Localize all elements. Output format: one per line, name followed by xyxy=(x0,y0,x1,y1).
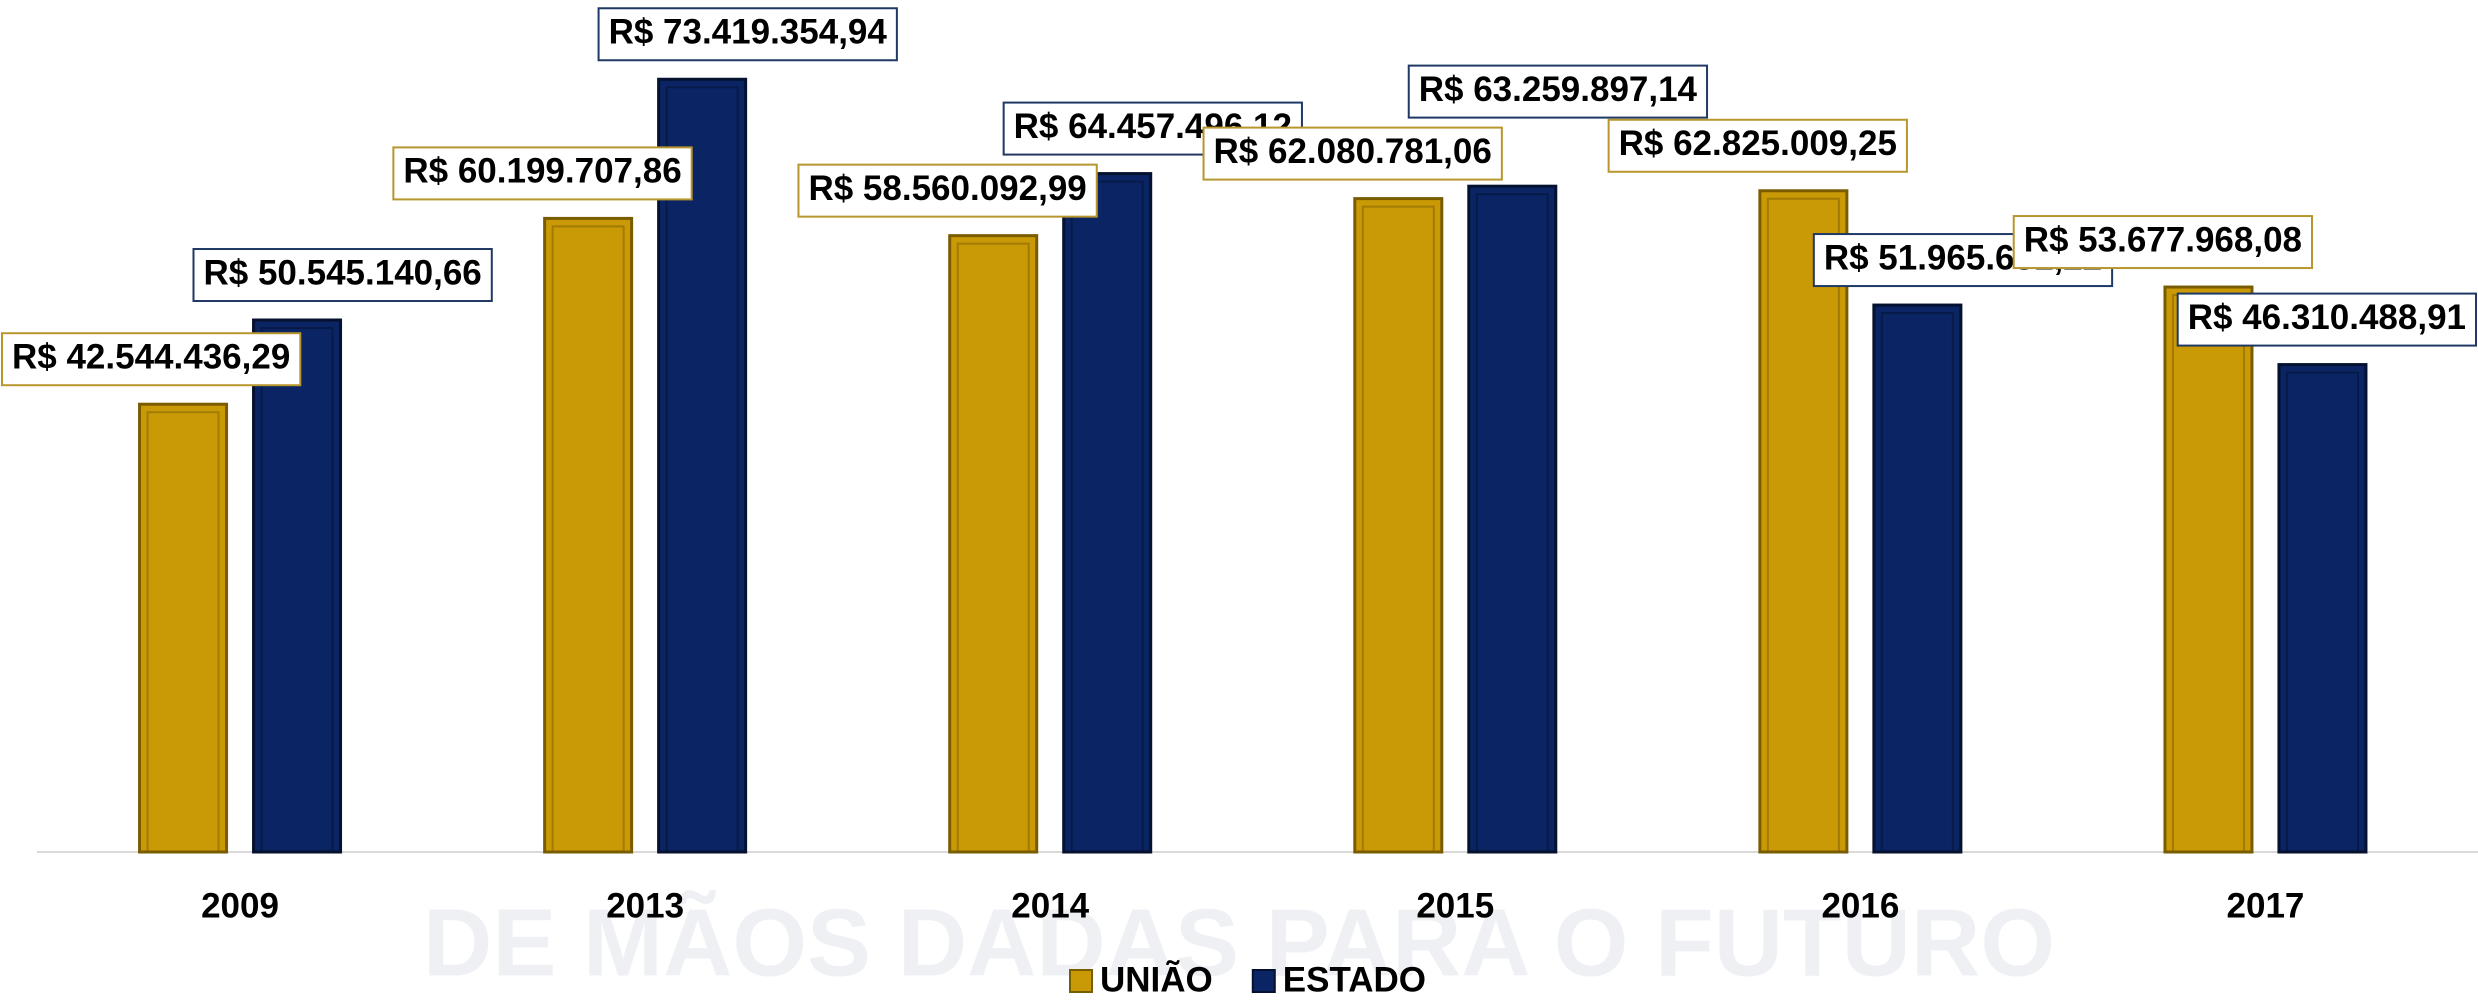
data-label-text: R$ 60.199.707,86 xyxy=(403,152,681,191)
bar-bevel xyxy=(1361,205,1435,853)
data-label-text: R$ 50.545.140,66 xyxy=(203,253,481,292)
bar-bevel xyxy=(551,225,625,853)
bar xyxy=(1353,197,1444,854)
data-label: R$ 42.544.436,29 xyxy=(1,332,302,387)
bar xyxy=(2277,363,2368,854)
bar-bevel xyxy=(1475,193,1549,853)
data-label: R$ 64.457.496,12 xyxy=(1002,101,1303,156)
data-label-box xyxy=(2176,292,2477,347)
x-tick-label: 2016 xyxy=(1821,886,1899,925)
x-tick-label: 2009 xyxy=(201,886,279,925)
data-label-box xyxy=(1407,64,1709,119)
data-label-text: R$ 58.560.092,99 xyxy=(808,169,1086,208)
bar-bevel xyxy=(1880,312,1954,854)
bar xyxy=(1062,172,1153,854)
bar-bevel xyxy=(665,86,739,853)
data-label-box xyxy=(1607,118,1908,173)
data-label-box xyxy=(192,248,493,303)
bar xyxy=(2163,285,2254,854)
bar-bevel xyxy=(1070,180,1144,854)
bar-bevel xyxy=(260,327,334,853)
data-label: R$ 46.310.488,91 xyxy=(2176,292,2477,347)
data-label: R$ 63.259.897,14 xyxy=(1407,64,1709,119)
data-label-box xyxy=(797,163,1098,218)
data-label: R$ 60.199.707,86 xyxy=(392,146,693,201)
bar xyxy=(657,77,748,854)
data-label: R$ 62.825.009,25 xyxy=(1607,118,1908,173)
bar-bevel xyxy=(1766,197,1840,853)
bar xyxy=(543,216,634,854)
x-tick-label: 2017 xyxy=(2227,886,2305,925)
bar-bevel xyxy=(2285,371,2359,853)
bar-bevel xyxy=(146,411,220,853)
data-label-box xyxy=(392,146,693,201)
data-label-text: R$ 46.310.488,91 xyxy=(2188,298,2466,337)
data-label-box xyxy=(1,332,302,387)
legend-label: UNIÃO xyxy=(1100,960,1213,999)
data-label-box xyxy=(597,7,898,62)
bar xyxy=(252,318,343,854)
bar xyxy=(1758,189,1849,854)
data-label-text: R$ 53.677.968,08 xyxy=(2024,220,2302,259)
bar xyxy=(948,234,1039,854)
data-label-text: R$ 73.419.354,94 xyxy=(609,13,888,52)
data-label: R$ 53.677.968,08 xyxy=(2012,215,2314,270)
legend-swatch xyxy=(1251,969,1276,993)
data-label-text: R$ 42.544.436,29 xyxy=(12,337,290,376)
data-label: R$ 50.545.140,66 xyxy=(192,248,493,303)
x-tick-label: 2015 xyxy=(1416,886,1494,925)
bar xyxy=(138,402,229,854)
x-tick-label: 2013 xyxy=(606,886,684,925)
bar xyxy=(1872,303,1963,854)
data-label: R$ 73.419.354,94 xyxy=(597,7,898,62)
data-label-box xyxy=(1202,126,1503,181)
data-label-text: R$ 62.825.009,25 xyxy=(1619,124,1897,163)
data-label-text: R$ 62.080.781,06 xyxy=(1214,132,1492,171)
data-label: R$ 58.560.092,99 xyxy=(797,163,1098,218)
data-label: R$ 62.080.781,06 xyxy=(1202,126,1503,181)
bar xyxy=(1467,184,1558,854)
legend-swatch xyxy=(1069,969,1093,993)
watermark: DE MÃOS DADAS PARA O FUTURO xyxy=(423,888,2055,996)
bar-bevel xyxy=(956,242,1030,853)
data-label-box xyxy=(2012,215,2314,270)
legend-label: ESTADO xyxy=(1283,960,1426,999)
data-label-text: R$ 63.259.897,14 xyxy=(1419,70,1698,109)
x-tick-label: 2014 xyxy=(1011,886,1089,925)
